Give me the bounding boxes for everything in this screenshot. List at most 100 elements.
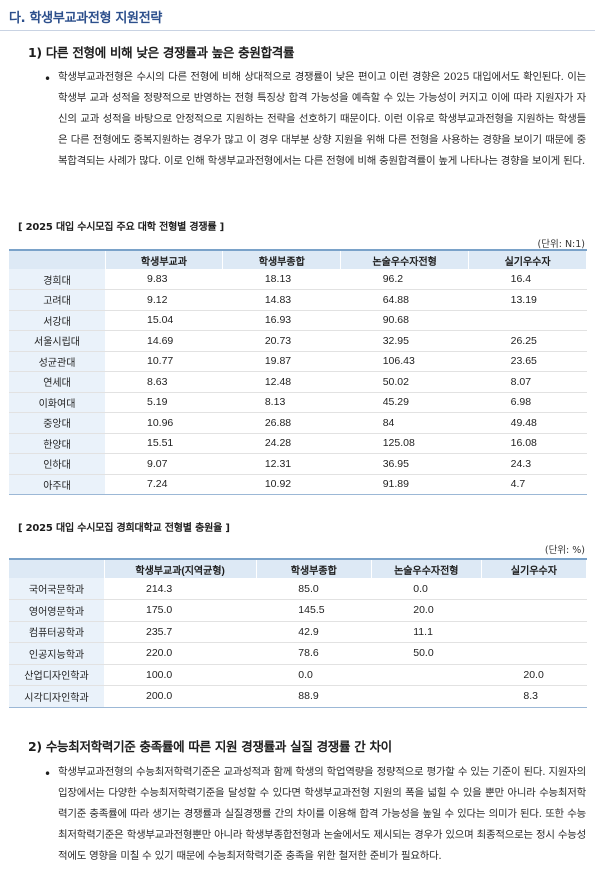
row-label: 경희대 bbox=[9, 269, 105, 290]
table-cell: 50.0 bbox=[371, 642, 482, 665]
row-label: 한양대 bbox=[9, 433, 105, 454]
row-label: 컴퓨터공학과 bbox=[9, 621, 104, 643]
table-cell: 96.2 bbox=[340, 269, 469, 290]
table-cell bbox=[371, 664, 482, 686]
table-row: 컴퓨터공학과 235.7 42.9 11.1 bbox=[9, 621, 587, 643]
table-row: 고려대 9.12 14.83 64.88 13.19 bbox=[9, 289, 587, 311]
column-header bbox=[9, 250, 106, 269]
table-cell: 84 bbox=[340, 412, 469, 434]
table-cell: 20.0 bbox=[371, 599, 482, 622]
row-label: 성균관대 bbox=[9, 351, 105, 372]
table-cell: 32.95 bbox=[340, 330, 469, 352]
table-cell bbox=[481, 621, 587, 643]
table-cell: 85.0 bbox=[256, 578, 372, 600]
table-cell: 15.51 bbox=[105, 433, 223, 454]
column-header bbox=[9, 559, 105, 578]
column-header: 논술우수자전형 bbox=[340, 250, 470, 269]
table-cell: 16.93 bbox=[222, 310, 341, 331]
table-cell: 91.89 bbox=[340, 474, 469, 495]
table-cell: 24.3 bbox=[468, 453, 587, 475]
column-header: 실기우수자 bbox=[468, 250, 587, 269]
table-cell: 5.19 bbox=[105, 392, 223, 413]
row-label: 이화여대 bbox=[9, 392, 105, 413]
table-cell: 100.0 bbox=[104, 664, 257, 686]
paragraph-1: 학생부교과전형은 수시의 다른 전형에 비해 상대적으로 경쟁률이 낮은 편이고… bbox=[58, 71, 586, 167]
table1-header-row: 학생부교과 학생부종합 논술우수자전형 실기우수자 bbox=[9, 250, 587, 269]
column-header: 실기우수자 bbox=[481, 559, 588, 578]
table-cell: 14.83 bbox=[222, 289, 341, 311]
table2-unit: (단위: %) bbox=[544, 545, 585, 556]
heading-1: 1) 다른 전형에 비해 낮은 경쟁률과 높은 충원합격률 bbox=[28, 45, 295, 60]
bullet-2: • bbox=[44, 767, 52, 781]
section-title: 다. 학생부교과전형 지원전략 bbox=[9, 11, 163, 26]
table-cell: 4.7 bbox=[468, 474, 587, 495]
table1-caption: [ 2025 대입 수시모집 주요 대학 전형별 경쟁률 ] bbox=[18, 222, 225, 233]
table-cell: 10.77 bbox=[105, 351, 223, 372]
table-cell: 16.08 bbox=[468, 433, 587, 454]
title-divider bbox=[0, 30, 595, 31]
table-cell: 8.3 bbox=[481, 685, 587, 708]
table-cell: 0.0 bbox=[256, 664, 372, 686]
table-cell: 106.43 bbox=[340, 351, 469, 372]
table-row: 국어국문학과 214.3 85.0 0.0 bbox=[9, 578, 587, 600]
table-row: 인하대 9.07 12.31 36.95 24.3 bbox=[9, 453, 587, 475]
table-cell: 50.02 bbox=[340, 371, 469, 393]
table-cell: 64.88 bbox=[340, 289, 469, 311]
table-cell bbox=[371, 685, 482, 708]
row-label: 시각디자인학과 bbox=[9, 685, 104, 708]
table-cell: 23.65 bbox=[468, 351, 587, 372]
fill-rate-table: 학생부교과(지역균형) 학생부종합 논술우수자전형 실기우수자 국어국문학과 214.3… bbox=[9, 558, 588, 708]
table-cell: 8.63 bbox=[105, 371, 223, 393]
table-cell: 26.88 bbox=[222, 412, 341, 434]
table-cell: 7.24 bbox=[105, 474, 223, 495]
column-header: 학생부종합 bbox=[222, 250, 342, 269]
table-cell: 49.48 bbox=[468, 412, 587, 434]
table-row: 서강대 15.04 16.93 90.68 bbox=[9, 310, 587, 331]
table-row: 영어영문학과 175.0 145.5 20.0 bbox=[9, 599, 587, 622]
table-cell: 10.92 bbox=[222, 474, 341, 495]
row-label: 고려대 bbox=[9, 289, 105, 311]
table-cell: 18.13 bbox=[222, 269, 341, 290]
table-cell: 45.29 bbox=[340, 392, 469, 413]
table-cell: 24.28 bbox=[222, 433, 341, 454]
table-cell: 16.4 bbox=[468, 269, 587, 290]
table-cell: 36.95 bbox=[340, 453, 469, 475]
row-label: 국어국문학과 bbox=[9, 578, 104, 600]
table2-caption: [ 2025 대입 수시모집 경희대학교 전형별 충원율 ] bbox=[18, 523, 230, 534]
table-row: 서울시립대 14.69 20.73 32.95 26.25 bbox=[9, 330, 587, 352]
competition-rate-table: 학생부교과 학생부종합 논술우수자전형 실기우수자 경희대 9.83 18.13 96.2 1… bbox=[9, 249, 587, 495]
table-cell: 42.9 bbox=[256, 621, 372, 643]
row-label: 중앙대 bbox=[9, 412, 105, 434]
table-cell: 26.25 bbox=[468, 330, 587, 352]
table1-unit: (단위: N:1) bbox=[537, 239, 585, 250]
table-row: 한양대 15.51 24.28 125.08 16.08 bbox=[9, 433, 587, 454]
table1-body: 경희대 9.83 18.13 96.2 16.4 고려대 9.12 14.83 64.88 13.… bbox=[9, 269, 587, 495]
table-cell: 6.98 bbox=[468, 392, 587, 413]
table-cell: 90.68 bbox=[340, 310, 469, 331]
table-row: 인공지능학과 220.0 78.6 50.0 bbox=[9, 642, 587, 665]
table-cell: 9.12 bbox=[105, 289, 223, 311]
row-label: 영어영문학과 bbox=[9, 599, 104, 622]
column-header: 학생부교과 bbox=[105, 250, 224, 269]
table-cell: 8.13 bbox=[222, 392, 341, 413]
table-cell: 88.9 bbox=[256, 685, 372, 708]
table-cell: 14.69 bbox=[105, 330, 223, 352]
table-cell: 125.08 bbox=[340, 433, 469, 454]
table-cell: 15.04 bbox=[105, 310, 223, 331]
table-cell bbox=[481, 642, 587, 665]
row-label: 인하대 bbox=[9, 453, 105, 475]
heading-2: 2) 수능최저학력기준 충족률에 따른 지원 경쟁률과 실질 경쟁률 간 차이 bbox=[28, 739, 392, 754]
table-cell bbox=[468, 310, 587, 331]
column-header: 논술우수자전형 bbox=[371, 559, 482, 578]
table-cell: 200.0 bbox=[104, 685, 257, 708]
table-cell: 8.07 bbox=[468, 371, 587, 393]
table-row: 중앙대 10.96 26.88 84 49.48 bbox=[9, 412, 587, 434]
table-cell: 11.1 bbox=[371, 621, 482, 643]
column-header: 학생부교과(지역균형) bbox=[104, 559, 257, 578]
table-cell: 20.0 bbox=[481, 664, 587, 686]
table-row: 산업디자인학과 100.0 0.0 20.0 bbox=[9, 664, 587, 686]
table2-body: 국어국문학과 214.3 85.0 0.0 영어영문학과 175.0 145.5 20.0 컴퓨… bbox=[9, 578, 587, 708]
table-row: 시각디자인학과 200.0 88.9 8.3 bbox=[9, 685, 587, 708]
row-label: 연세대 bbox=[9, 371, 105, 393]
table-cell: 175.0 bbox=[104, 599, 257, 622]
